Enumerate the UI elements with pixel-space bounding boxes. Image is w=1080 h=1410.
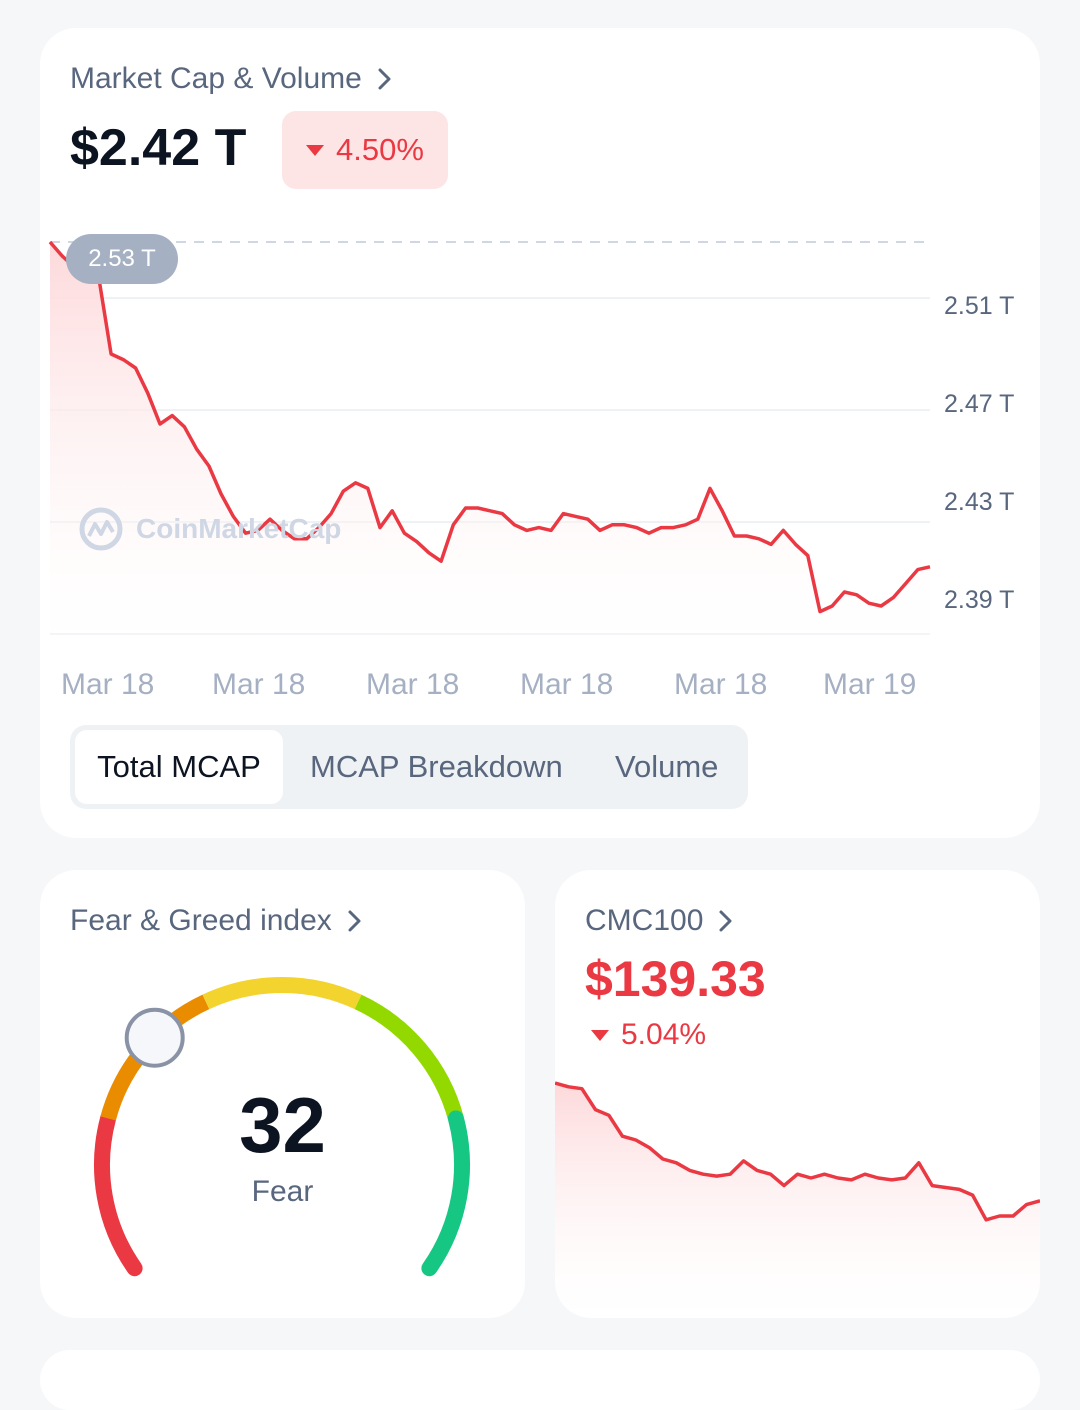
fear-greed-title: Fear & Greed index	[70, 904, 332, 937]
fear-greed-gauge	[94, 977, 470, 1277]
market-cap-chart[interactable]	[40, 228, 1040, 648]
gauge-knob	[124, 1007, 185, 1068]
down-triangle-icon	[591, 1029, 609, 1041]
fear-greed-card[interactable]: Fear & Greed index 32 Fear	[40, 870, 525, 1318]
market-cap-title-link[interactable]: Market Cap & Volume	[70, 62, 396, 96]
area-fill	[50, 242, 930, 648]
watermark-text: CoinMarketCap	[136, 513, 342, 544]
area-fill	[555, 1083, 1040, 1318]
x-tick-label: Mar 18	[61, 668, 155, 701]
x-tick-label: Mar 18	[674, 668, 768, 701]
cmc100-change: 5.04%	[621, 1018, 707, 1051]
cmc100-change-row: 5.04%	[591, 1018, 706, 1052]
cmc100-title-link[interactable]: CMC100	[585, 904, 737, 938]
chevron-right-icon	[719, 910, 732, 932]
tab-mcap-breakdown[interactable]: MCAP Breakdown	[310, 749, 563, 784]
high-price-tag: 2.53 T	[66, 234, 178, 284]
fear-greed-title-link[interactable]: Fear & Greed index	[70, 904, 366, 938]
market-cap-card: Market Cap & Volume $2.42 T 4.50% 2.53 T…	[40, 28, 1040, 838]
x-tick-label: Mar 18	[520, 668, 614, 701]
x-tick-label: Mar 19	[823, 668, 917, 701]
x-tick-label: Mar 18	[366, 668, 460, 701]
gauge-segment	[354, 994, 464, 1121]
market-cap-change: 4.50%	[336, 132, 424, 167]
market-cap-change-badge: 4.50%	[282, 111, 448, 189]
cmc100-card[interactable]: CMC100 $139.33 5.04%	[555, 870, 1040, 1318]
coinmarketcap-logo-icon	[79, 507, 123, 551]
x-tick-label: Mar 18	[212, 668, 306, 701]
y-tick-label: 2.51 T	[944, 292, 1015, 320]
cmc100-chart	[555, 1081, 1040, 1318]
tab-total-mcap[interactable]: Total MCAP	[75, 730, 283, 804]
next-card	[40, 1350, 1040, 1410]
chart-tab-bar: Total MCAP MCAP Breakdown Volume	[70, 725, 748, 809]
coinmarketcap-watermark: CoinMarketCap	[78, 506, 341, 552]
series-line	[48, 240, 931, 614]
gauge-segment	[94, 1110, 143, 1277]
down-triangle-icon	[306, 144, 325, 156]
cmc100-title: CMC100	[585, 904, 704, 937]
market-cap-title: Market Cap & Volume	[70, 62, 362, 95]
fear-greed-value: 32	[239, 1081, 326, 1169]
market-cap-value: $2.42 T	[70, 119, 247, 177]
tab-volume[interactable]: Volume	[615, 749, 719, 784]
fear-greed-label: Fear	[251, 1175, 314, 1208]
y-tick-label: 2.47 T	[944, 390, 1015, 418]
gauge-segment	[421, 1110, 470, 1277]
y-tick-label: 2.39 T	[944, 586, 1015, 614]
cmc100-price: $139.33	[585, 951, 766, 1007]
y-tick-label: 2.43 T	[944, 488, 1015, 516]
series-line	[555, 1081, 1040, 1222]
gauge-segment	[202, 977, 362, 1010]
chevron-right-icon	[378, 68, 391, 90]
chevron-right-icon	[348, 910, 361, 932]
